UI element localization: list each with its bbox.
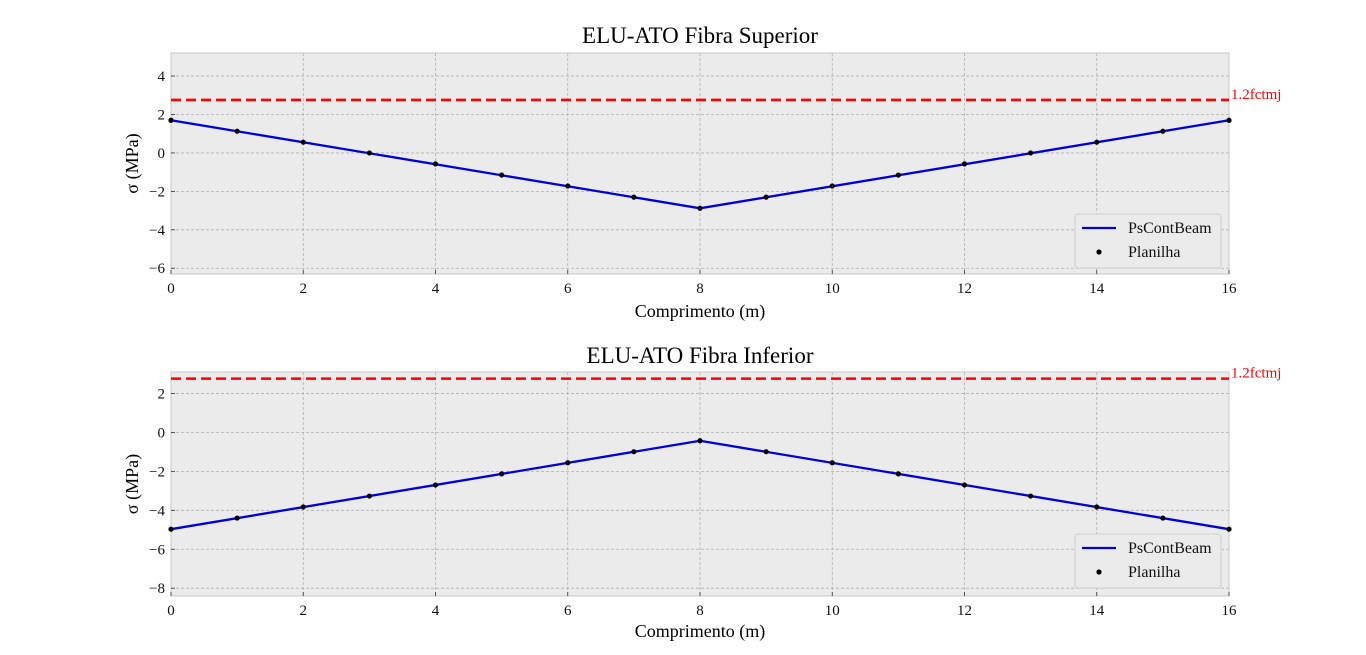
data-point — [1028, 150, 1034, 156]
y-tick-label: −4 — [149, 223, 165, 239]
data-point — [234, 515, 240, 521]
data-point — [366, 493, 372, 499]
x-tick-label: 6 — [564, 281, 572, 297]
legend-label: PsContBeam — [1128, 540, 1212, 557]
data-point — [829, 183, 835, 189]
data-point — [763, 194, 769, 200]
data-point — [1094, 504, 1100, 510]
reference-line-label: 1.2fctmj — [1231, 366, 1281, 382]
y-axis-label: σ (MPa) — [122, 133, 143, 193]
data-point — [631, 194, 637, 200]
data-point — [1028, 493, 1034, 499]
data-point — [432, 161, 439, 167]
reference-line-label: 1.2fctmj — [1231, 87, 1281, 103]
legend-label: PsContBeam — [1128, 220, 1212, 237]
data-point — [499, 471, 505, 477]
data-point — [366, 150, 372, 156]
data-point — [1226, 117, 1232, 123]
data-point — [432, 482, 439, 488]
data-point — [565, 460, 571, 466]
y-tick-label: −2 — [149, 184, 165, 200]
x-tick-label: 2 — [300, 603, 308, 619]
legend: PsContBeam Planilha — [1074, 213, 1222, 269]
y-tick-label: −6 — [149, 261, 165, 277]
y-tick-label: 4 — [158, 69, 166, 85]
x-tick-label: 0 — [167, 281, 175, 297]
y-tick-label: 2 — [158, 386, 166, 402]
x-tick-label: 10 — [825, 603, 840, 619]
x-tick-label: 0 — [167, 603, 175, 619]
x-tick-label: 14 — [1089, 281, 1105, 297]
y-tick-label: 2 — [158, 107, 166, 123]
x-tick-label: 12 — [957, 603, 972, 619]
x-tick-label: 16 — [1222, 603, 1238, 619]
legend-label: Planilha — [1128, 564, 1180, 581]
data-point — [1160, 128, 1166, 134]
x-tick-label: 12 — [957, 281, 972, 297]
y-tick-label: −4 — [149, 503, 165, 519]
data-point — [895, 471, 901, 477]
legend-point-swatch — [1096, 569, 1102, 575]
data-point — [168, 526, 174, 532]
x-tick-label: 10 — [825, 281, 840, 297]
data-point — [1160, 515, 1166, 521]
x-tick-label: 6 — [564, 603, 572, 619]
x-tick-label: 2 — [300, 281, 308, 297]
legend-point-swatch — [1096, 249, 1102, 255]
y-tick-label: −8 — [149, 581, 165, 597]
y-tick-label: −6 — [149, 542, 165, 558]
data-point — [1094, 139, 1100, 145]
y-tick-label: 0 — [158, 146, 166, 162]
data-point — [829, 460, 835, 466]
data-point — [697, 438, 703, 444]
legend-label: Planilha — [1128, 244, 1180, 261]
data-point — [234, 128, 240, 134]
x-axis-label: Comprimento (m) — [635, 621, 765, 642]
x-tick-label: 4 — [432, 281, 440, 297]
x-tick-label: 4 — [432, 603, 440, 619]
y-axis-label: σ (MPa) — [122, 454, 143, 514]
data-point — [300, 504, 306, 510]
x-tick-label: 8 — [696, 281, 704, 297]
x-tick-label: 8 — [696, 603, 704, 619]
data-point — [697, 205, 703, 211]
chart-title: ELU-ATO Fibra Inferior — [587, 343, 814, 368]
y-tick-label: 0 — [158, 425, 166, 441]
data-point — [763, 449, 769, 455]
chart-fibra-inferior: 0 2 4 6 8 10 12 14 16 −8 −6 −4 −2 0 2 ELU-ATO Fibra Inf… — [122, 343, 1281, 642]
x-tick-label: 16 — [1222, 281, 1238, 297]
data-point — [565, 183, 571, 189]
data-point — [961, 161, 968, 167]
data-point — [499, 172, 505, 178]
chart-title: ELU-ATO Fibra Superior — [582, 23, 818, 48]
y-tick-label: −2 — [149, 464, 165, 480]
data-point — [300, 139, 306, 145]
data-point — [631, 449, 637, 455]
chart-fibra-superior: 0 2 4 6 8 10 12 14 16 −6 −4 −2 0 2 4 ELU-ATO Fibra Supe… — [122, 23, 1281, 322]
x-tick-label: 14 — [1089, 603, 1105, 619]
data-point — [1226, 526, 1232, 532]
legend: PsContBeam Planilha — [1074, 533, 1222, 589]
data-point — [168, 117, 174, 123]
data-point — [961, 482, 968, 488]
data-point — [895, 172, 901, 178]
x-axis-label: Comprimento (m) — [635, 301, 765, 322]
